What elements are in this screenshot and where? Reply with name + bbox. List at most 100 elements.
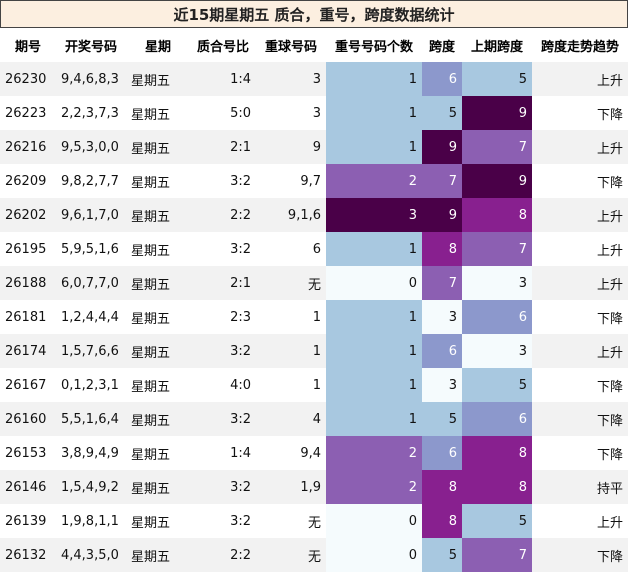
issue-cell: 26167	[0, 368, 56, 402]
span-cell: 8	[422, 470, 462, 504]
table-row: 26230 9,4,6,8,3 星期五 1:4 3 1 6 5 上升	[0, 62, 628, 96]
weekday-cell: 星期五	[126, 402, 190, 436]
weekday-cell: 星期五	[126, 62, 190, 96]
trend-cell: 下降	[532, 436, 628, 470]
repeat-numbers-cell: 3	[256, 62, 326, 96]
repeat-numbers-cell: 9	[256, 130, 326, 164]
repeat-count-cell: 2	[326, 436, 422, 470]
table-row: 26139 1,9,8,1,1 星期五 3:2 无 0 8 5 上升	[0, 504, 628, 538]
ratio-cell: 2:2	[190, 538, 256, 572]
weekday-cell: 星期五	[126, 470, 190, 504]
numbers-cell: 9,6,1,7,0	[56, 198, 126, 232]
repeat-numbers-cell: 无	[256, 266, 326, 300]
ratio-cell: 2:3	[190, 300, 256, 334]
table-row: 26132 4,4,3,5,0 星期五 2:2 无 0 5 7 下降	[0, 538, 628, 572]
trend-cell: 上升	[532, 266, 628, 300]
span-cell: 3	[422, 300, 462, 334]
header-cell: 重球号码	[256, 28, 326, 62]
span-cell: 9	[422, 198, 462, 232]
ratio-cell: 2:1	[190, 266, 256, 300]
repeat-count-cell: 1	[326, 402, 422, 436]
span-cell: 6	[422, 334, 462, 368]
repeat-numbers-cell: 9,4	[256, 436, 326, 470]
numbers-cell: 9,5,3,0,0	[56, 130, 126, 164]
issue-cell: 26202	[0, 198, 56, 232]
header-cell: 重号号码个数	[326, 28, 422, 62]
table-row: 26174 1,5,7,6,6 星期五 3:2 1 1 6 3 上升	[0, 334, 628, 368]
previous-span-cell: 8	[462, 470, 532, 504]
numbers-cell: 1,2,4,4,4	[56, 300, 126, 334]
trend-cell: 上升	[532, 334, 628, 368]
stats-table: 期号 开奖号码 星期 质合号比 重球号码 重号号码个数 跨度 上期跨度 跨度走势…	[0, 28, 628, 572]
trend-cell: 上升	[532, 130, 628, 164]
table-row: 26209 9,8,2,7,7 星期五 3:2 9,7 2 7 9 下降	[0, 164, 628, 198]
numbers-cell: 3,8,9,4,9	[56, 436, 126, 470]
trend-cell: 上升	[532, 504, 628, 538]
span-cell: 3	[422, 368, 462, 402]
previous-span-cell: 9	[462, 164, 532, 198]
weekday-cell: 星期五	[126, 436, 190, 470]
previous-span-cell: 8	[462, 198, 532, 232]
repeat-numbers-cell: 1,9	[256, 470, 326, 504]
trend-cell: 上升	[532, 62, 628, 96]
weekday-cell: 星期五	[126, 130, 190, 164]
span-cell: 8	[422, 232, 462, 266]
weekday-cell: 星期五	[126, 538, 190, 572]
weekday-cell: 星期五	[126, 96, 190, 130]
ratio-cell: 4:0	[190, 368, 256, 402]
trend-cell: 上升	[532, 232, 628, 266]
span-cell: 5	[422, 538, 462, 572]
header-cell: 开奖号码	[56, 28, 126, 62]
ratio-cell: 3:2	[190, 232, 256, 266]
issue-cell: 26174	[0, 334, 56, 368]
span-cell: 5	[422, 96, 462, 130]
previous-span-cell: 5	[462, 62, 532, 96]
ratio-cell: 3:2	[190, 470, 256, 504]
numbers-cell: 5,5,1,6,4	[56, 402, 126, 436]
issue-cell: 26195	[0, 232, 56, 266]
issue-cell: 26132	[0, 538, 56, 572]
weekday-cell: 星期五	[126, 504, 190, 538]
previous-span-cell: 8	[462, 436, 532, 470]
numbers-cell: 1,5,7,6,6	[56, 334, 126, 368]
repeat-numbers-cell: 无	[256, 504, 326, 538]
repeat-numbers-cell: 1	[256, 368, 326, 402]
repeat-count-cell: 1	[326, 368, 422, 402]
ratio-cell: 1:4	[190, 436, 256, 470]
numbers-cell: 4,4,3,5,0	[56, 538, 126, 572]
issue-cell: 26146	[0, 470, 56, 504]
table-row: 26195 5,9,5,1,6 星期五 3:2 6 1 8 7 上升	[0, 232, 628, 266]
repeat-count-cell: 1	[326, 232, 422, 266]
header-cell: 跨度走势趋势	[532, 28, 628, 62]
table-row: 26216 9,5,3,0,0 星期五 2:1 9 1 9 7 上升	[0, 130, 628, 164]
numbers-cell: 6,0,7,7,0	[56, 266, 126, 300]
span-cell: 6	[422, 436, 462, 470]
repeat-count-cell: 2	[326, 164, 422, 198]
trend-cell: 下降	[532, 300, 628, 334]
trend-cell: 下降	[532, 402, 628, 436]
table-row: 26160 5,5,1,6,4 星期五 3:2 4 1 5 6 下降	[0, 402, 628, 436]
weekday-cell: 星期五	[126, 368, 190, 402]
previous-span-cell: 6	[462, 300, 532, 334]
repeat-count-cell: 1	[326, 334, 422, 368]
table-row: 26146 1,5,4,9,2 星期五 3:2 1,9 2 8 8 持平	[0, 470, 628, 504]
trend-cell: 下降	[532, 164, 628, 198]
previous-span-cell: 5	[462, 368, 532, 402]
header-cell: 期号	[0, 28, 56, 62]
previous-span-cell: 5	[462, 504, 532, 538]
weekday-cell: 星期五	[126, 198, 190, 232]
repeat-count-cell: 0	[326, 504, 422, 538]
repeat-count-cell: 3	[326, 198, 422, 232]
ratio-cell: 3:2	[190, 402, 256, 436]
ratio-cell: 3:2	[190, 164, 256, 198]
issue-cell: 26160	[0, 402, 56, 436]
weekday-cell: 星期五	[126, 266, 190, 300]
trend-cell: 下降	[532, 368, 628, 402]
numbers-cell: 1,5,4,9,2	[56, 470, 126, 504]
repeat-numbers-cell: 4	[256, 402, 326, 436]
issue-cell: 26223	[0, 96, 56, 130]
previous-span-cell: 7	[462, 232, 532, 266]
header-row: 期号 开奖号码 星期 质合号比 重球号码 重号号码个数 跨度 上期跨度 跨度走势…	[0, 28, 628, 62]
table-row: 26202 9,6,1,7,0 星期五 2:2 9,1,6 3 9 8 上升	[0, 198, 628, 232]
repeat-count-cell: 0	[326, 266, 422, 300]
